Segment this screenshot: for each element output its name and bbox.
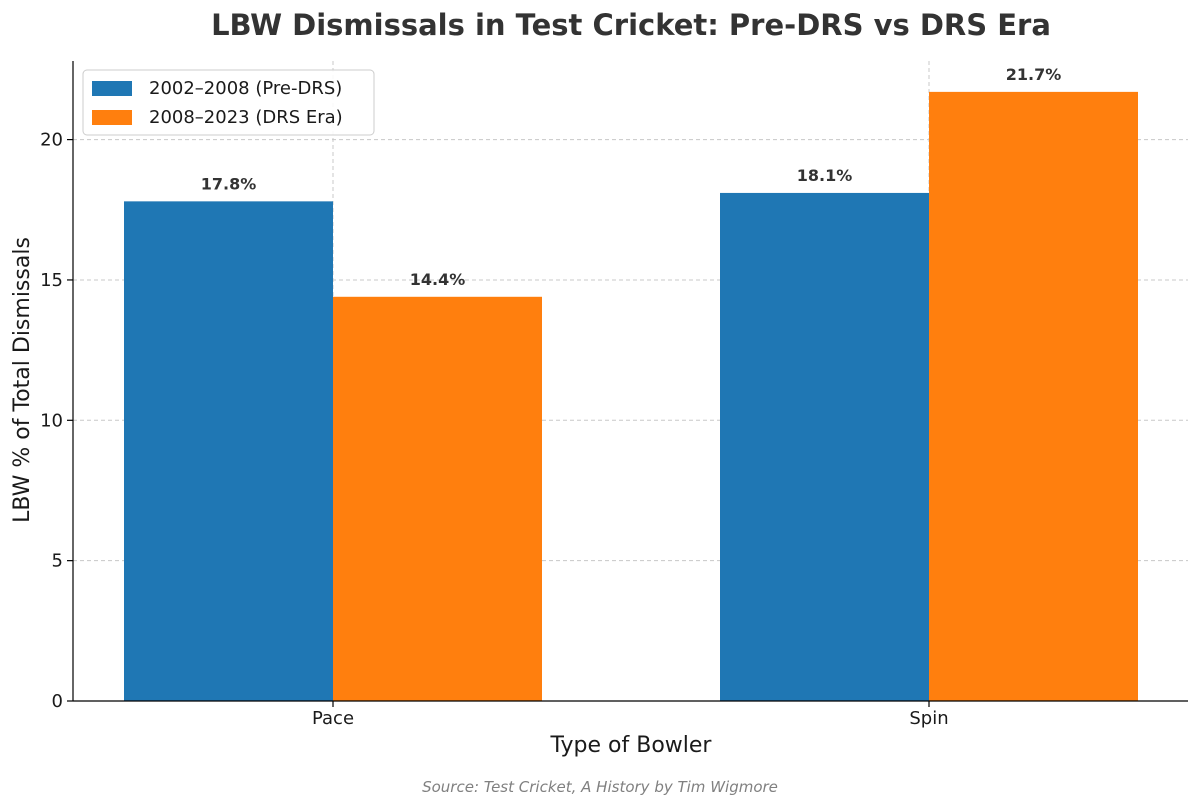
bar <box>929 91 1138 701</box>
source-note: Source: Test Cricket, A History by Tim W… <box>422 778 778 796</box>
legend-swatch <box>92 81 132 96</box>
bar <box>720 192 929 702</box>
data-label: 17.8% <box>201 174 257 193</box>
data-label: 14.4% <box>410 270 466 289</box>
y-tick-label: 10 <box>40 410 63 431</box>
y-tick-label: 20 <box>40 130 63 151</box>
x-tick-label: Spin <box>909 708 948 729</box>
y-tick-label: 5 <box>52 551 63 572</box>
x-axis-label: Type of Bowler <box>550 733 713 758</box>
bars <box>124 91 1138 702</box>
y-tick-label: 15 <box>40 270 63 291</box>
axes: 0 5 10 15 20 Pace Spin <box>40 61 1188 729</box>
legend-swatch <box>92 110 132 125</box>
legend-entry: 2008–2023 (DRS Era) <box>149 107 343 128</box>
legend-entry: 2002–2008 (Pre-DRS) <box>149 78 342 99</box>
data-label: 18.1% <box>797 166 853 185</box>
y-axis-label: LBW % of Total Dismissals <box>10 237 35 523</box>
bar <box>124 201 333 701</box>
x-tick-label: Pace <box>312 708 354 729</box>
data-label: 21.7% <box>1006 65 1062 84</box>
legend-frame <box>82 69 375 136</box>
chart-title: LBW Dismissals in Test Cricket: Pre-DRS … <box>211 8 1051 42</box>
data-labels: 17.8% 18.1% 14.4% 21.7% <box>201 65 1062 289</box>
y-tick-label: 0 <box>52 691 63 712</box>
bar <box>333 296 542 701</box>
legend: 2002–2008 (Pre-DRS) 2008–2023 (DRS Era) <box>82 69 375 136</box>
